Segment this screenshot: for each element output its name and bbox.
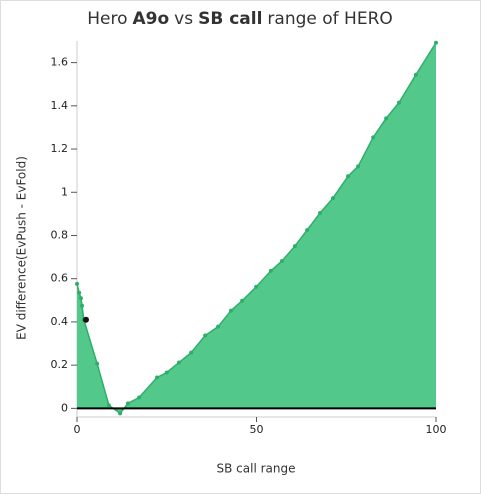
title-part: Hero	[87, 9, 127, 29]
point	[189, 350, 194, 355]
y-tick-label: 0.4	[51, 315, 69, 328]
y-tick-label: 0.6	[51, 272, 69, 285]
point	[137, 395, 142, 400]
point	[384, 116, 389, 121]
area	[77, 42, 436, 414]
point	[176, 360, 181, 365]
point	[268, 268, 273, 273]
point	[318, 211, 323, 216]
point	[240, 298, 245, 303]
y-tick-label: 1.6	[51, 56, 69, 69]
point	[330, 196, 335, 201]
point	[229, 308, 234, 313]
point	[305, 228, 310, 233]
point	[106, 403, 111, 408]
point	[164, 370, 169, 375]
point	[216, 324, 221, 329]
point	[413, 72, 418, 77]
point	[292, 244, 297, 249]
y-tick-label: 1	[61, 185, 68, 198]
point	[254, 284, 259, 289]
y-tick-label: 0.8	[51, 228, 69, 241]
x-tick-label: 100	[426, 423, 447, 436]
title-part: range of HERO	[267, 9, 392, 29]
y-axis-label: EV difference(EvPush - EvFold)	[15, 156, 29, 340]
y-tick-label: 1.4	[51, 99, 69, 112]
point	[434, 40, 438, 45]
point	[95, 361, 100, 366]
line	[76, 42, 437, 415]
x-tick-label: 0	[74, 423, 81, 436]
point	[75, 281, 79, 286]
chart-title: Hero A9o vs SB call range of HERO	[87, 9, 393, 29]
x-tick-label: 50	[250, 423, 264, 436]
y-tick-label: 0.2	[51, 358, 69, 371]
y-tick-label: 1.2	[51, 142, 69, 155]
point	[78, 296, 83, 301]
point	[80, 303, 85, 308]
x-axis-label: SB call range	[217, 462, 296, 476]
title-part: vs	[174, 9, 193, 29]
title-part: SB call	[198, 9, 262, 29]
point	[371, 135, 376, 140]
point	[77, 290, 82, 295]
point	[155, 375, 160, 380]
point	[397, 100, 402, 105]
point	[125, 401, 130, 406]
point	[279, 258, 284, 263]
point	[203, 333, 208, 338]
point	[118, 411, 123, 416]
y-tick-label: 0	[61, 401, 68, 414]
point	[356, 164, 361, 169]
title-part: A9o	[133, 9, 170, 29]
highlight-point	[82, 316, 89, 323]
point	[346, 174, 351, 179]
